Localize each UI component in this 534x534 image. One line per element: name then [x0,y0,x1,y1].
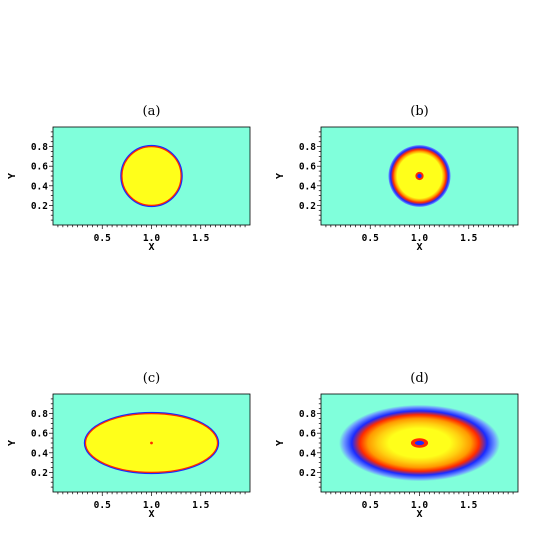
y-tick-label: 0.6 [299,162,316,173]
x-tick-label: 1.5 [192,500,209,511]
x-tick-label: 0.5 [94,233,111,244]
y-axis-label: Y [7,173,18,179]
y-tick-label: 0.6 [299,429,316,440]
field-b [388,145,451,207]
panel-title-c: (c) [143,371,160,386]
y-tick-label: 0.8 [31,409,48,420]
core-center [414,440,425,446]
panel-d: (d) 0.5 1.0 1.5 0.2 0.4 0.6 0.8 X Y [275,371,519,520]
y-tick-label: 0.2 [299,201,316,212]
y-tick-label: 0.4 [299,448,316,459]
y-tick-label: 0.6 [31,429,48,440]
x-tick-label: 1.5 [192,233,209,244]
field-c [83,411,220,475]
core-center [417,173,422,179]
x-axis-label: X [416,509,422,520]
y-tick-label: 0.8 [299,409,316,420]
y-tick-label: 0.8 [299,142,316,153]
y-axis-label: Y [7,440,18,446]
interface-outline [83,411,220,475]
x-tick-label: 1.0 [411,233,428,244]
x-tick-label: 1.0 [411,500,428,511]
x-tick-label: 0.5 [362,233,379,244]
x-tick-label: 1.5 [460,233,477,244]
panel-b: (b) 0.5 1.0 1.5 0.2 0.4 0.6 0.8 X Y [275,104,519,253]
y-axis-label: Y [275,440,286,446]
x-tick-label: 0.5 [362,500,379,511]
panel-title-d: (d) [410,371,428,386]
y-tick-label: 0.2 [31,201,48,212]
y-tick-label: 0.6 [31,162,48,173]
y-tick-label: 0.4 [31,181,48,192]
panel-title-b: (b) [410,104,428,119]
panel-a: (a) 0.5 1.0 1.5 0.2 0.4 0.6 0.8 X Y [7,104,251,253]
field-a [120,144,183,208]
drop-region [121,146,182,207]
field-d [338,404,501,482]
y-tick-label: 0.2 [31,468,48,479]
y-tick-label: 0.2 [299,468,316,479]
interface-outline [120,144,183,208]
y-tick-label: 0.4 [31,448,48,459]
x-tick-label: 1.0 [143,233,160,244]
x-tick-label: 1.5 [460,500,477,511]
y-tick-label: 0.8 [31,142,48,153]
x-axis-label: X [148,242,154,253]
x-axis-label: X [148,509,154,520]
x-axis-label: X [416,242,422,253]
x-tick-label: 1.0 [143,500,160,511]
center-marker [150,441,153,445]
x-tick-label: 0.5 [94,500,111,511]
panel-c: (c) 0.5 1.0 1.5 0.2 0.4 0.6 0.8 X Y [7,371,251,520]
y-tick-label: 0.4 [299,181,316,192]
panel-title-a: (a) [143,104,161,119]
y-axis-label: Y [275,173,286,179]
